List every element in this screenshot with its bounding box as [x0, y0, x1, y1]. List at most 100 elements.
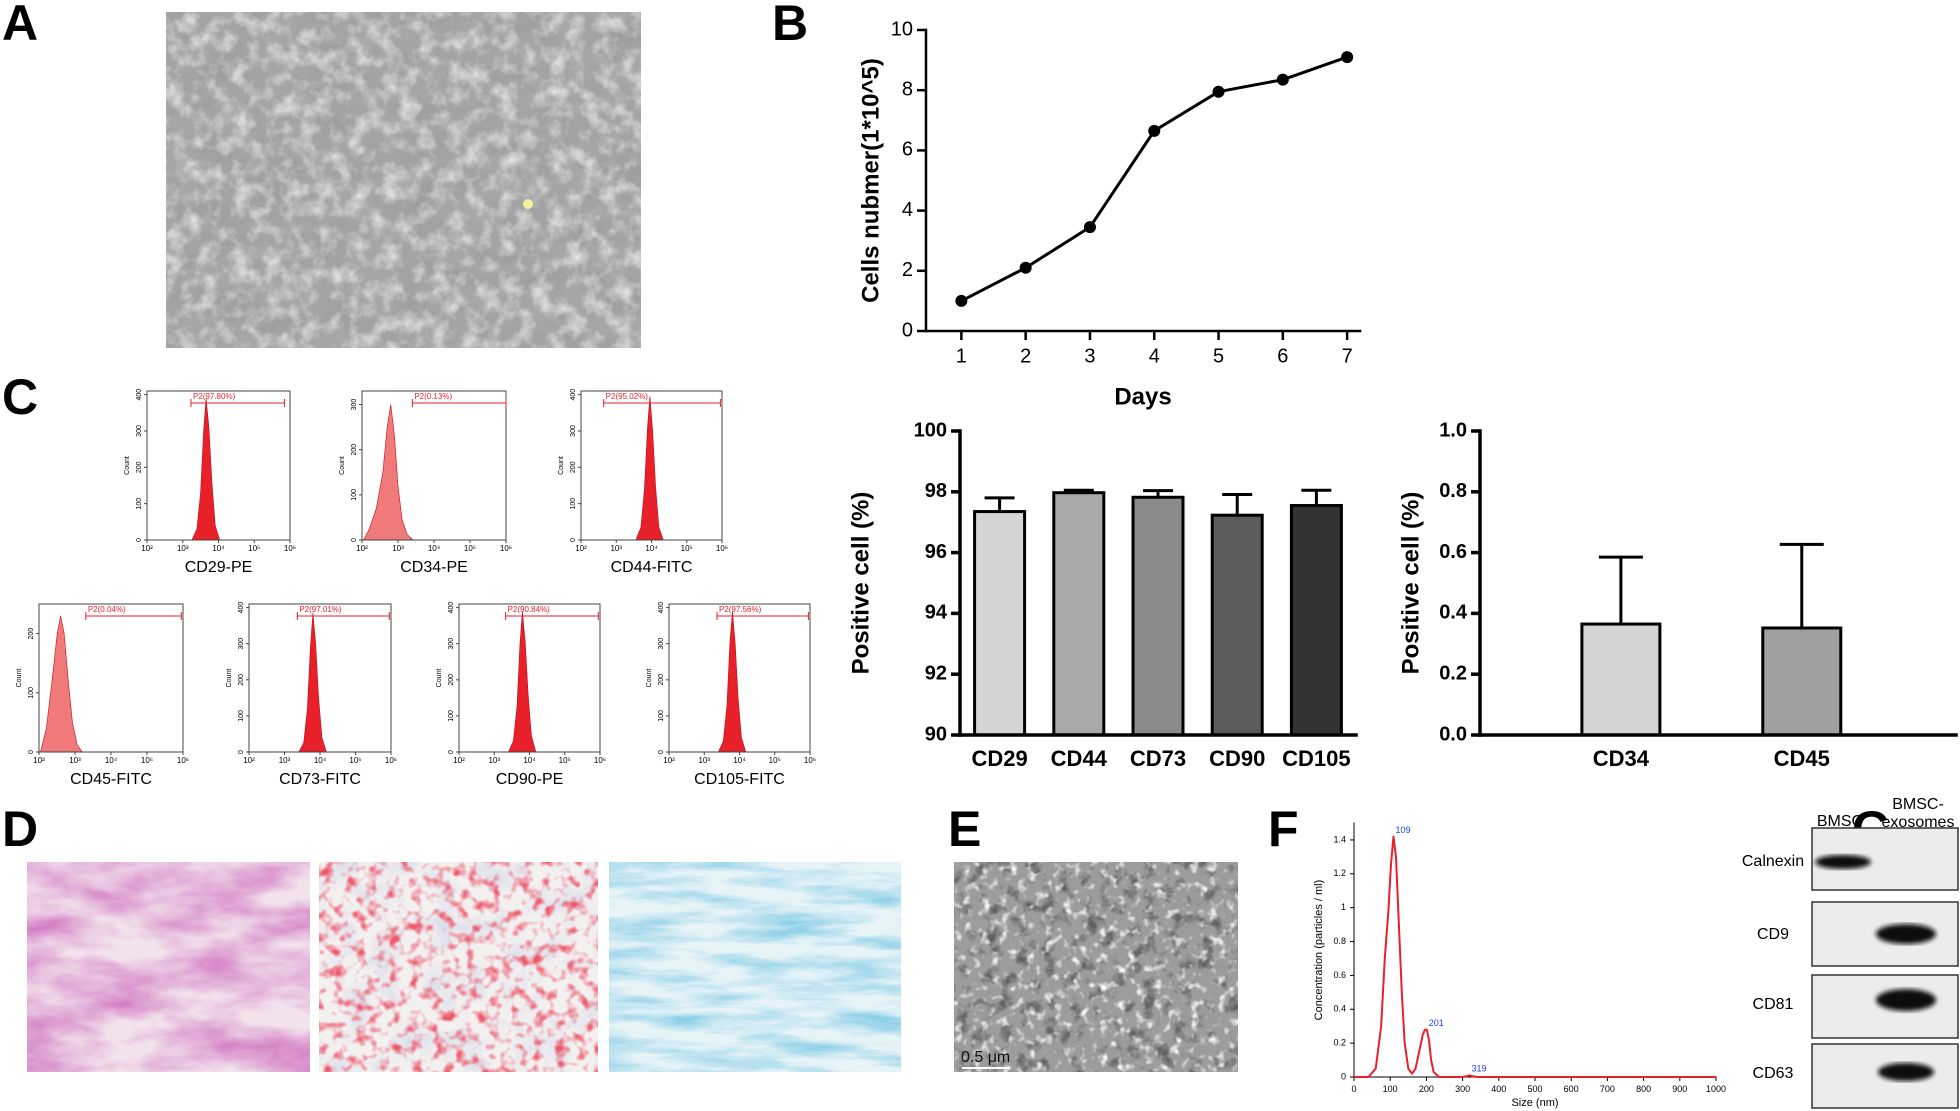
x-tick-label: 400 — [1491, 1084, 1506, 1094]
y-tick-label: 200 — [570, 461, 577, 473]
gate-label: P2(0.04%) — [88, 605, 126, 614]
x-tick-label: 7 — [1342, 345, 1353, 367]
data-point — [1019, 261, 1032, 274]
y-tick-label: 100 — [448, 710, 455, 722]
histogram-area — [507, 611, 537, 753]
y-tick-label: 400 — [448, 602, 455, 614]
micrograph — [319, 862, 598, 1072]
x-tick-label: 10⁶ — [177, 756, 189, 765]
y-tick-label: 0 — [136, 538, 143, 542]
category-label: CD90 — [1209, 746, 1265, 771]
y-tick-label: 0.4 — [1439, 602, 1468, 624]
chart-title: CD34-PE — [400, 559, 468, 576]
category-label: CD44 — [1051, 746, 1108, 771]
panel-label: F — [1268, 801, 1299, 857]
y-tick-label: 100 — [28, 687, 35, 699]
x-tick-label: 10⁶ — [284, 544, 296, 553]
y-axis-title: Count — [226, 669, 233, 688]
protein-label: CD81 — [1753, 996, 1794, 1013]
x-tick-label: 10⁵ — [248, 544, 260, 553]
y-tick-label: 200 — [136, 461, 143, 473]
bar — [1052, 491, 1106, 737]
chart-title: CD44-FITC — [611, 559, 693, 576]
x-tick-label: 100 — [1383, 1084, 1398, 1094]
y-tick-label: 200 — [28, 628, 35, 640]
x-tick-label: 10⁵ — [681, 544, 693, 553]
x-tick-label: 10⁵ — [559, 756, 571, 765]
y-tick-label: 0 — [902, 319, 913, 341]
y-tick-label: 0 — [238, 750, 245, 754]
y-tick-label: 0 — [448, 750, 455, 754]
data-line — [960, 55, 1348, 303]
lane-label: BMSC — [1817, 813, 1863, 830]
y-tick-label: 0 — [28, 750, 35, 754]
x-tick-label: 5 — [1213, 345, 1224, 367]
bar — [1131, 495, 1185, 737]
histogram-area — [298, 612, 327, 753]
x-tick-label: 10⁵ — [141, 756, 153, 765]
tem-image: 0.5 μm — [954, 862, 1238, 1072]
panel-label: A — [2, 0, 38, 51]
x-tick-label: 10³ — [279, 756, 291, 765]
y-tick-label: 90 — [925, 723, 947, 745]
category-label: CD73 — [1130, 746, 1186, 771]
y-tick-label: 400 — [136, 389, 143, 401]
x-tick-label: 10⁶ — [500, 544, 512, 553]
y-axis-title: Count — [339, 456, 346, 475]
gate-label: P2(97.80%) — [193, 392, 236, 401]
x-tick-label: 10³ — [392, 544, 404, 553]
y-axis-title: Positive cell (%) — [847, 492, 874, 675]
y-tick-label: 300 — [570, 425, 577, 437]
y-tick-label: 0 — [351, 538, 358, 542]
x-tick-label: 10² — [33, 756, 45, 765]
x-tick-label: 4 — [1149, 345, 1160, 367]
protein-label: Calnexin — [1742, 853, 1804, 870]
data-point — [1083, 221, 1096, 234]
plot-frame — [146, 390, 291, 541]
y-tick-label: 0.2 — [1333, 1038, 1346, 1048]
y-tick-label: 1.0 — [1439, 419, 1467, 441]
histogram-area — [717, 611, 747, 753]
x-tick-label: 200 — [1419, 1084, 1434, 1094]
x-tick-label: 10² — [356, 544, 368, 553]
y-tick-label: 200 — [658, 674, 665, 686]
gate-label: P2(97.56%) — [719, 605, 762, 614]
x-tick-label: 10⁶ — [804, 756, 816, 765]
y-tick-label: 92 — [925, 662, 947, 684]
y-tick-label: 300 — [351, 399, 358, 411]
x-tick-label: 1000 — [1706, 1084, 1726, 1094]
y-tick-label: 2 — [902, 259, 913, 281]
y-axis-title: Cells nubmer(1*10^5) — [857, 58, 884, 303]
bar — [973, 510, 1027, 737]
y-tick-label: 400 — [658, 602, 665, 614]
y-tick-label: 96 — [925, 541, 947, 563]
x-tick-label: 10³ — [69, 756, 81, 765]
y-tick-label: 0.6 — [1439, 541, 1467, 563]
chart-title: CD29-PE — [185, 559, 253, 576]
histogram-area — [635, 396, 664, 541]
x-axis-title: Days — [1114, 383, 1171, 410]
data-point — [1341, 51, 1354, 64]
x-tick-label: 10⁴ — [523, 756, 536, 765]
x-tick-label: 10⁵ — [769, 756, 781, 765]
y-tick-label: 100 — [658, 710, 665, 722]
y-tick-label: 100 — [136, 498, 143, 510]
y-tick-label: 4 — [902, 199, 913, 221]
y-tick-label: 1 — [1341, 902, 1346, 912]
y-axis-title: Count — [646, 669, 653, 688]
micrograph — [27, 862, 310, 1072]
y-tick-label: 10 — [891, 18, 913, 40]
protein-label: CD9 — [1757, 926, 1789, 943]
x-tick-label: 10⁶ — [716, 544, 728, 553]
category-label: CD34 — [1593, 746, 1650, 771]
y-tick-label: 8 — [902, 78, 913, 100]
y-tick-label: 200 — [238, 674, 245, 686]
y-tick-label: 400 — [238, 602, 245, 614]
y-tick-label: 100 — [351, 489, 358, 501]
y-tick-label: 400 — [570, 389, 577, 401]
x-tick-label: 10⁴ — [645, 544, 658, 553]
x-tick-label: 10⁴ — [212, 544, 225, 553]
y-axis-title: Concentration (particles / ml) — [1313, 880, 1325, 1021]
y-axis-title: Count — [558, 456, 565, 475]
scale-bar-label: 0.5 μm — [961, 1049, 1010, 1066]
